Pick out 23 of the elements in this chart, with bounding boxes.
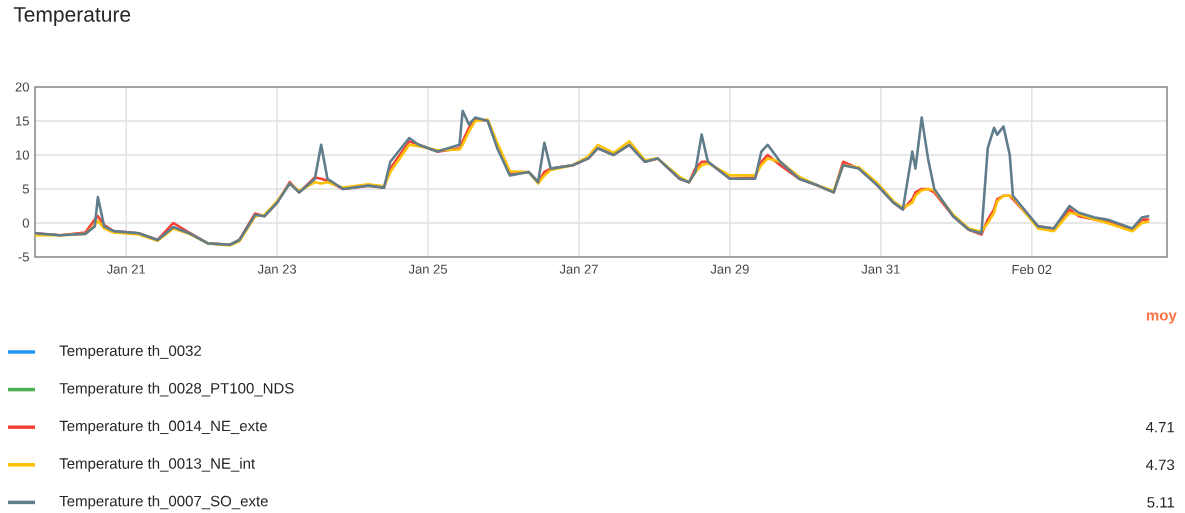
- y-tick-label: 15: [16, 116, 29, 126]
- y-tick-label: -5: [18, 252, 29, 262]
- legend-label: Temperature th_0032: [59, 345, 202, 359]
- x-tick-label: Jan 25: [408, 264, 448, 274]
- legend-label: Temperature th_0007_SO_exte: [59, 495, 268, 510]
- x-tick-label: Feb 02: [1012, 264, 1052, 275]
- y-tick-label: 5: [22, 184, 29, 194]
- x-tick-label: Jan 23: [257, 264, 297, 274]
- text: 5.11: [1147, 497, 1175, 508]
- x-tick-label: Jan 21: [106, 264, 146, 274]
- legend-label: Temperature th_0028_PT100_NDS: [59, 382, 294, 397]
- x-tick-label: Jan 29: [710, 264, 749, 274]
- chart-title: Temperature: [13, 7, 131, 26]
- y-tick-label: 10: [16, 150, 29, 160]
- x-tick-label: Jan 31: [861, 264, 900, 274]
- legend-label: Temperature th_0013_NE_int: [59, 457, 256, 472]
- y-tick-label: 0: [22, 218, 29, 228]
- legend-label: Temperature th_0014_NE_exte: [59, 420, 267, 435]
- text: 4.73: [1145, 459, 1175, 471]
- y-tick-label: 20: [15, 82, 29, 92]
- x-tick-label: Jan 27: [559, 264, 598, 274]
- text: moy: [1146, 312, 1177, 324]
- text: 4.71: [1145, 422, 1175, 433]
